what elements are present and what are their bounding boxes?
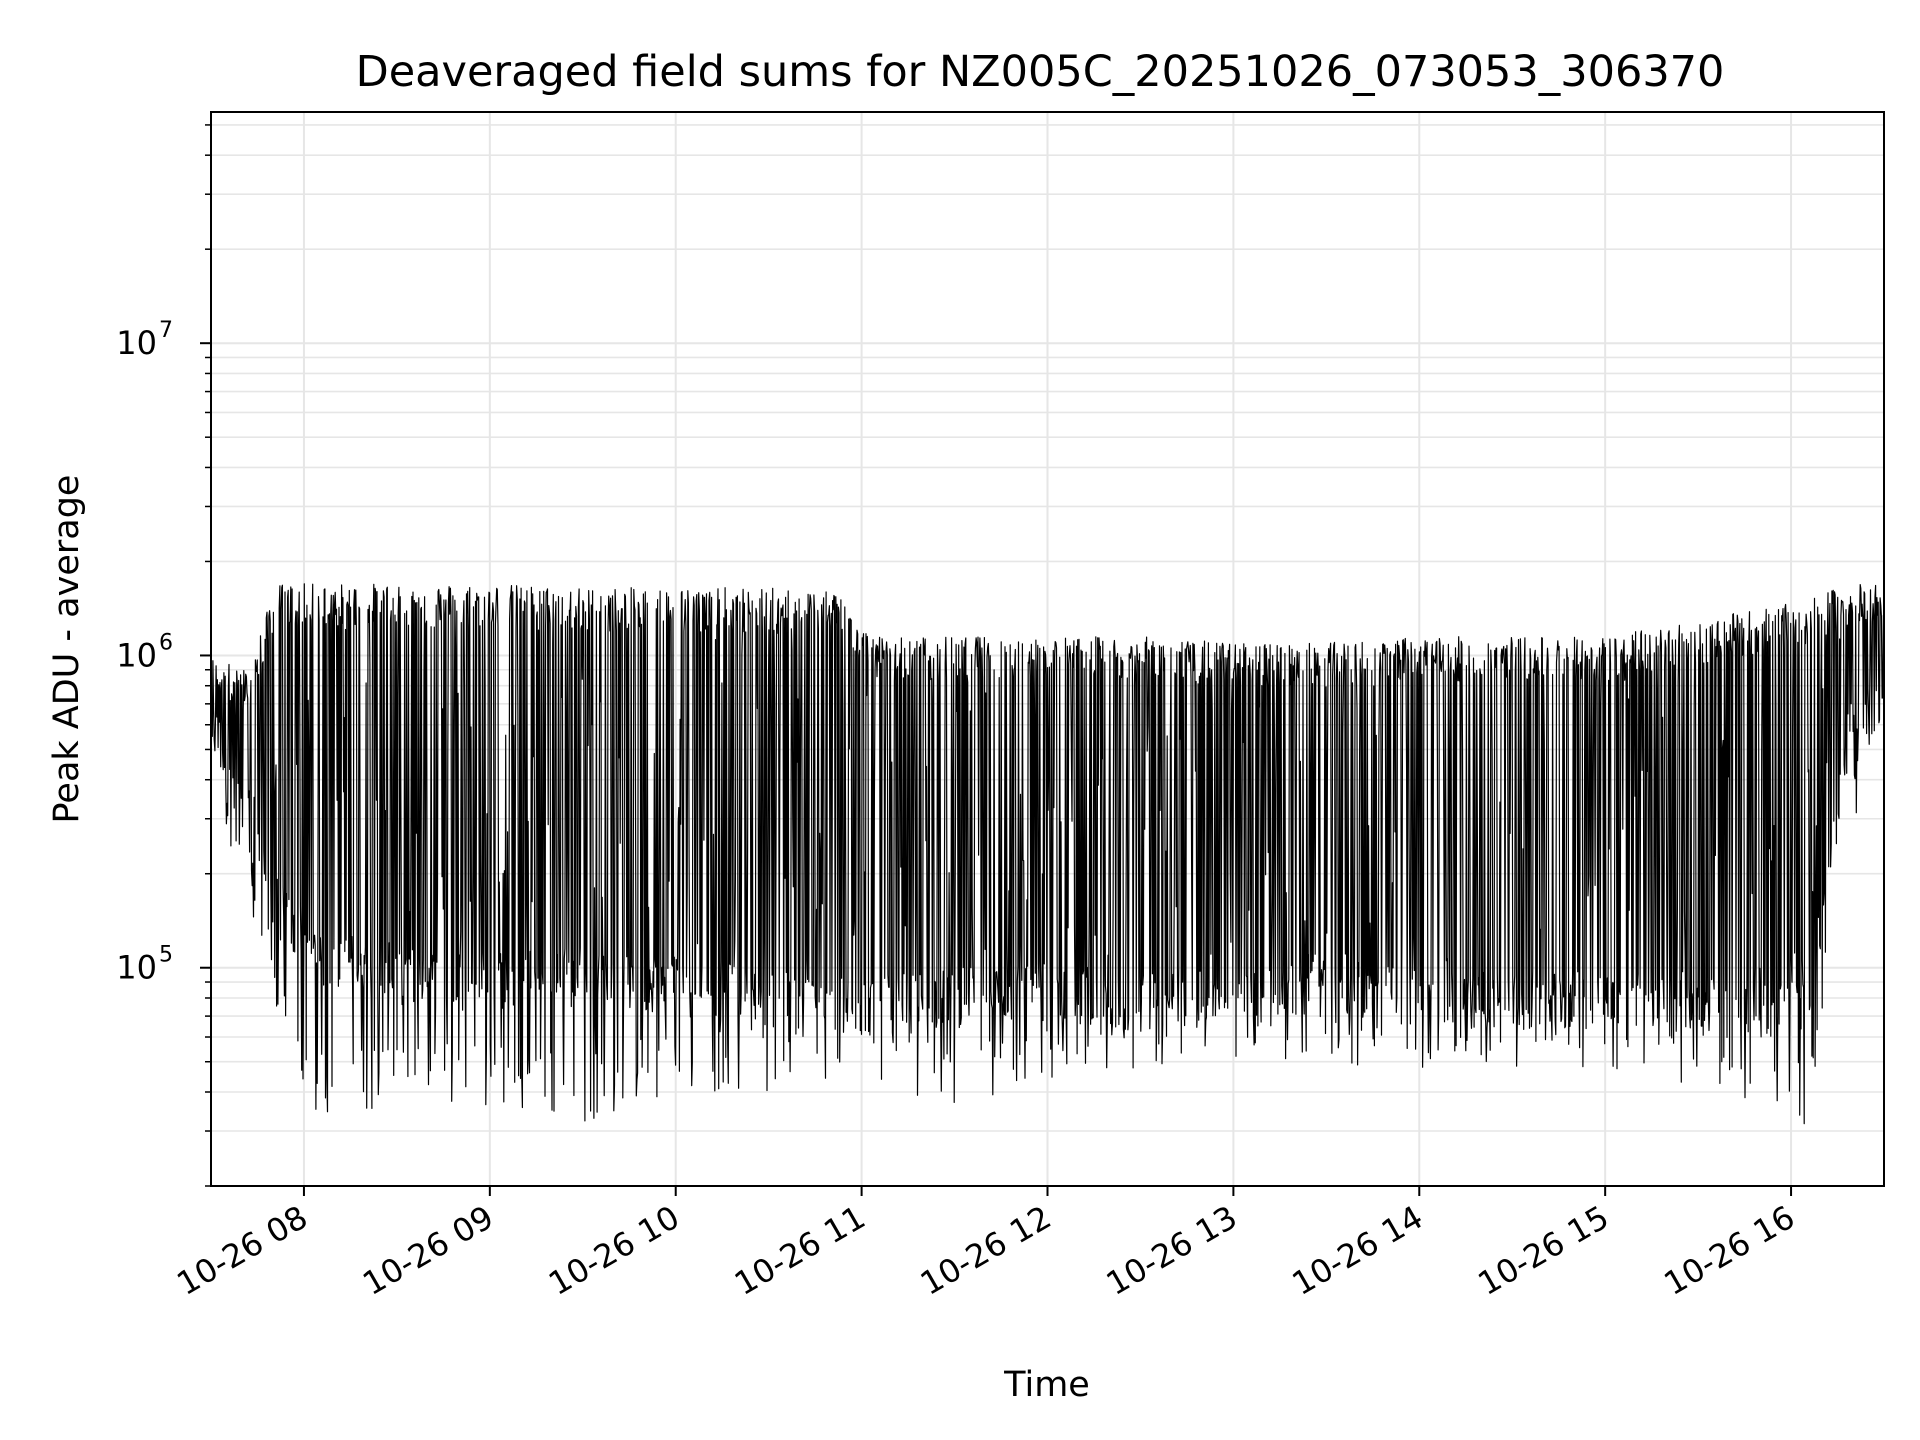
- chart-title: Deaveraged field sums for NZ005C_2025102…: [356, 47, 1725, 97]
- x-tick-label: 10-26 11: [728, 1198, 872, 1303]
- x-tick-label: 10-26 16: [1657, 1198, 1801, 1303]
- x-axis: 10-26 08 10-26 09 10-26 10 10-26 11 10-26 12…: [170, 1186, 1801, 1303]
- x-tick-label: 10-26 10: [542, 1198, 686, 1303]
- series-line: [210, 583, 1885, 1125]
- x-tick-label: 10-26 14: [1286, 1198, 1430, 1303]
- y-tick-exponent: 7: [159, 318, 173, 343]
- y-axis-label: Peak ADU - average: [47, 475, 87, 824]
- x-tick-label: 10-26 13: [1100, 1198, 1244, 1303]
- x-axis-label: Time: [1003, 1365, 1090, 1405]
- y-tick-label: 10: [116, 949, 157, 987]
- y-tick-exponent: 5: [159, 943, 173, 968]
- x-tick-label: 10-26 15: [1472, 1198, 1616, 1303]
- x-tick-label: 10-26 09: [356, 1198, 500, 1303]
- x-tick-label: 10-26 12: [914, 1198, 1058, 1303]
- y-tick-label: 10: [116, 324, 157, 362]
- x-tick-label: 10-26 08: [170, 1198, 314, 1303]
- data-series: [210, 583, 1885, 1125]
- y-tick-exponent: 6: [159, 630, 173, 655]
- y-tick-label: 10: [116, 636, 157, 674]
